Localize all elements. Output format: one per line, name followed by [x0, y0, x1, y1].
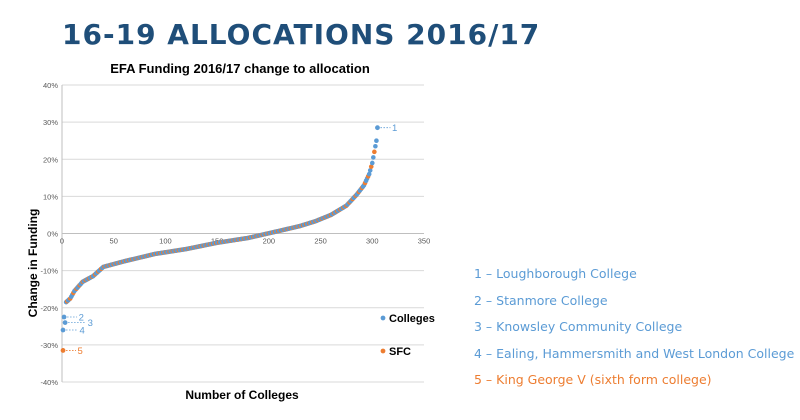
- annotation-label: 3: [88, 318, 93, 329]
- chart-title: EFA Funding 2016/17 change to allocation: [110, 61, 370, 76]
- y-tick-label: -30%: [40, 341, 58, 350]
- x-tick-label: 350: [418, 237, 431, 246]
- y-tick-label: 0%: [47, 230, 58, 239]
- legend-marker-sfc: [380, 348, 386, 354]
- college-outlier-point: [60, 327, 66, 333]
- note-4: 4 – Ealing, Hammersmith and West London …: [474, 345, 795, 361]
- legend-marker-colleges: [380, 315, 386, 321]
- x-tick-label: 100: [159, 237, 172, 246]
- legend: Colleges SFC: [380, 313, 435, 358]
- gridlines: [62, 84, 424, 383]
- y-tick-label: -20%: [40, 304, 58, 313]
- y-tick-label: 40%: [43, 81, 58, 90]
- annotations: 1 234 5: [66, 123, 397, 357]
- x-tick-label: 300: [366, 237, 379, 246]
- legend-label-colleges: Colleges: [389, 313, 435, 325]
- college-point: [367, 168, 373, 173]
- sfc-point: [372, 149, 377, 155]
- college-notes: 1 – Loughborough College 2 – Stanmore Co…: [474, 266, 794, 399]
- annotation-label: 1: [392, 123, 397, 134]
- y-tick-label: 10%: [43, 192, 58, 201]
- college-outlier-point: [375, 125, 380, 131]
- legend-label-sfc: SFC: [389, 346, 411, 358]
- note-3: 3 – Knowsley Community College: [474, 319, 683, 335]
- y-tick-label: -40%: [40, 378, 58, 387]
- sfc-point: [368, 164, 374, 169]
- x-tick-label: 250: [314, 237, 327, 246]
- college-outlier-point: [62, 320, 68, 325]
- note-1: 1 – Loughborough College: [474, 266, 637, 281]
- note-5: 5 – King George V (sixth form college): [474, 372, 712, 388]
- y-axis-title: Change in Funding: [26, 209, 40, 318]
- college-outlier-point: [61, 314, 67, 320]
- y-tick-label: 20%: [43, 155, 58, 164]
- axes: -40%-30%-20%-10%0%10%20%30%40%0501001502…: [40, 81, 430, 387]
- x-tick-label: 200: [263, 237, 276, 246]
- annotation-label: 4: [80, 326, 85, 337]
- college-point: [369, 160, 375, 166]
- sfc-outlier-point: [60, 348, 66, 353]
- x-axis-title: Number of Colleges: [185, 388, 299, 402]
- data-points: [60, 125, 380, 353]
- college-point: [374, 138, 379, 143]
- annotation-label: 5: [78, 346, 83, 357]
- y-tick-label: 30%: [43, 118, 58, 127]
- college-point: [373, 143, 378, 149]
- college-point: [366, 171, 372, 177]
- x-tick-label: 50: [110, 237, 118, 246]
- y-tick-label: -10%: [40, 267, 58, 276]
- x-tick-label: 0: [60, 237, 64, 246]
- college-point: [371, 155, 376, 160]
- note-2: 2 – Stanmore College: [474, 292, 608, 308]
- annotation-label: 2: [79, 313, 84, 324]
- slide-title: 16-19 ALLOCATIONS 2016/17: [62, 18, 541, 51]
